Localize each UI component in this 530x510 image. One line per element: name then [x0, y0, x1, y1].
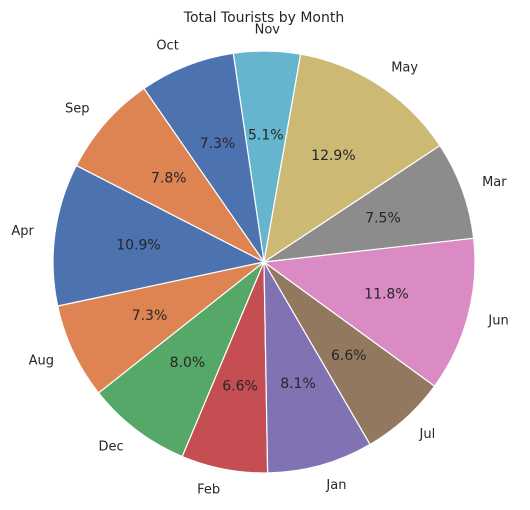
slice-label-aug: Aug	[29, 353, 54, 368]
chart-title: Total Tourists by Month	[183, 10, 344, 26]
pie-slice-dec	[97, 261, 265, 458]
pct-label-jan: 8.1%	[280, 376, 316, 392]
pie-slice-aug	[56, 261, 265, 394]
pct-label-dec: 8.0%	[170, 355, 206, 371]
pct-label-apr: 10.9%	[116, 237, 160, 253]
pie-slice-mar	[263, 144, 475, 263]
slice-label-mar: Mar	[482, 175, 507, 190]
slice-label-jan: Jan	[325, 478, 346, 493]
slice-label-jul: Jul	[419, 427, 436, 442]
pie-slice-apr	[52, 164, 266, 307]
pct-label-aug: 7.3%	[132, 308, 168, 324]
pct-label-nov: 5.1%	[248, 127, 284, 143]
slice-label-dec: Dec	[98, 439, 123, 454]
pie-labels: 5.1% Nov 7.3% Oct 7.8% Sep 10.9% Apr 7.3% Aug 8.0%…	[11, 22, 508, 497]
slice-label-may: May	[391, 60, 418, 75]
pct-label-jul: 6.6%	[331, 348, 367, 364]
pie-slice-jun	[262, 237, 476, 387]
pie-slice-jan	[263, 259, 371, 474]
pct-label-jun: 11.8%	[364, 286, 408, 302]
slice-label-sep: Sep	[65, 101, 90, 116]
slice-label-apr: Apr	[11, 224, 34, 239]
pct-label-feb: 6.6%	[222, 378, 258, 394]
slice-label-oct: Oct	[156, 39, 178, 54]
pie-slices	[52, 50, 476, 474]
pie-slice-may	[263, 53, 441, 264]
pct-label-may: 12.9%	[311, 148, 355, 164]
pct-label-oct: 7.3%	[200, 136, 236, 152]
pct-label-sep: 7.8%	[151, 171, 187, 187]
pie-slice-sep	[75, 87, 265, 263]
slice-label-jun: Jun	[487, 314, 508, 329]
slice-label-nov: Nov	[255, 22, 281, 37]
slice-label-feb: Feb	[197, 482, 220, 497]
pct-label-mar: 7.5%	[365, 211, 401, 227]
pie-slice-oct	[143, 52, 265, 263]
